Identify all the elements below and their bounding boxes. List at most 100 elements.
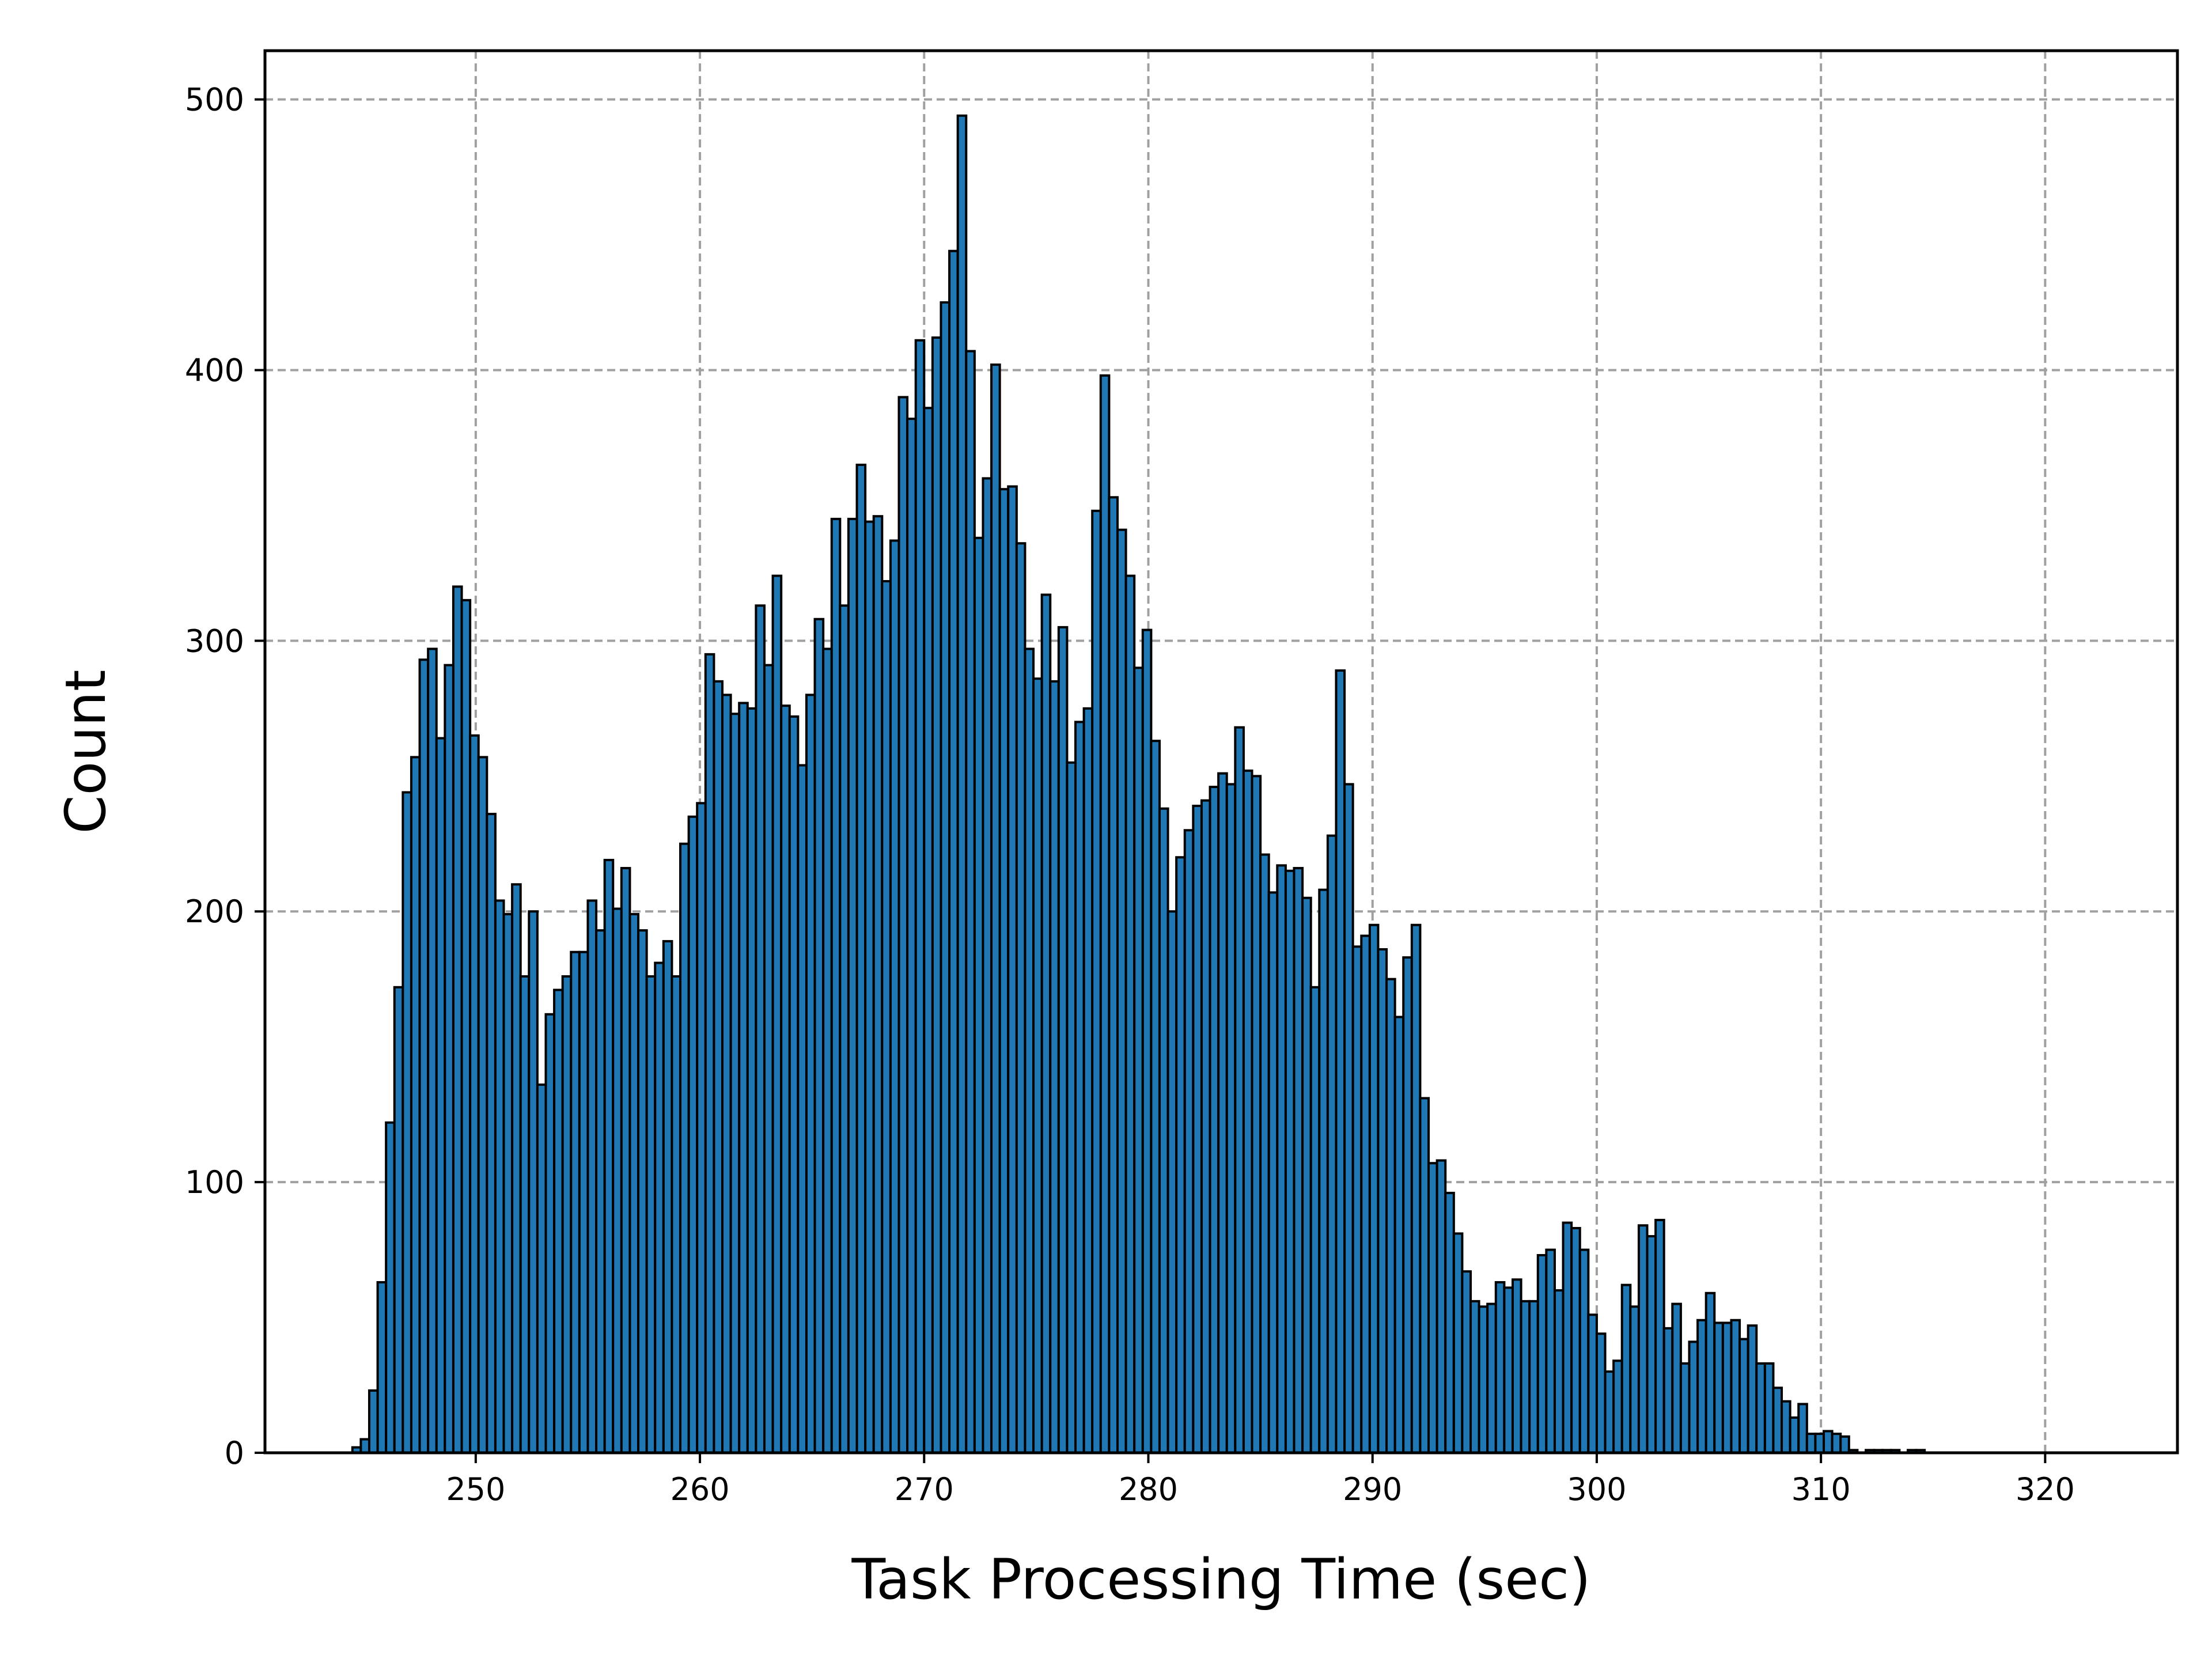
- histogram-bar: [1326, 834, 1338, 1454]
- histogram-bar: [477, 756, 488, 1454]
- histogram-bar: [763, 664, 774, 1454]
- histogram-bar: [940, 301, 951, 1454]
- histogram-bar: [553, 988, 564, 1454]
- histogram-bar: [1814, 1433, 1825, 1455]
- histogram-bar: [1688, 1340, 1699, 1454]
- histogram-bar: [595, 929, 606, 1454]
- histogram-bar: [704, 653, 715, 1454]
- histogram-bar: [897, 396, 909, 1454]
- histogram-bar: [1410, 923, 1422, 1454]
- histogram-bar: [1251, 775, 1262, 1454]
- histogram-bar: [1545, 1248, 1556, 1455]
- histogram-bar: [1747, 1324, 1758, 1455]
- histogram-bar: [1696, 1319, 1707, 1455]
- histogram-bar: [1435, 1159, 1447, 1455]
- y-tick-label: 500: [185, 82, 244, 118]
- histogram-bar: [1066, 761, 1077, 1454]
- histogram-bar: [1158, 807, 1169, 1454]
- histogram-bar: [1402, 956, 1413, 1454]
- histogram-bar: [721, 694, 732, 1454]
- x-tick-label: 260: [671, 1471, 730, 1508]
- histogram-bar: [1671, 1302, 1682, 1454]
- histogram-bar: [460, 599, 472, 1454]
- histogram-bar: [402, 791, 412, 1454]
- y-tick-label: 0: [225, 1435, 244, 1471]
- histogram-bar: [410, 756, 421, 1454]
- histogram-bar: [376, 1281, 388, 1454]
- histogram-bar: [990, 363, 1001, 1454]
- histogram-bar: [738, 702, 749, 1454]
- histogram-bar: [1789, 1416, 1800, 1454]
- histogram-bar: [1730, 1319, 1741, 1455]
- histogram-bar: [561, 975, 573, 1455]
- histogram-bar: [671, 975, 682, 1455]
- histogram-bar: [494, 899, 505, 1454]
- histogram-bar: [906, 418, 917, 1454]
- histogram-bar: [1234, 726, 1245, 1454]
- x-tick-label: 320: [2016, 1471, 2075, 1508]
- histogram-bar: [780, 704, 791, 1454]
- histogram-bar: [1797, 1403, 1808, 1455]
- histogram-bar: [864, 520, 875, 1454]
- histogram-bar: [1427, 1162, 1438, 1455]
- x-tick-label: 270: [895, 1471, 954, 1508]
- histogram-bar: [729, 713, 741, 1454]
- histogram-bar: [1200, 799, 1211, 1454]
- histogram-bar: [1595, 1332, 1607, 1455]
- histogram-bar: [1217, 772, 1228, 1454]
- histogram-bar: [956, 114, 968, 1454]
- histogram-bar: [1461, 1270, 1472, 1454]
- histogram-bars: [351, 114, 1926, 1455]
- histogram-bar: [620, 867, 631, 1454]
- histogram-bar: [502, 912, 514, 1455]
- histogram-bar: [1284, 869, 1296, 1454]
- histogram-bar: [1116, 528, 1127, 1455]
- histogram-bar: [1713, 1321, 1724, 1454]
- histogram-bar: [1368, 923, 1380, 1454]
- histogram-bar: [1040, 593, 1052, 1454]
- histogram-bar: [1419, 1097, 1430, 1455]
- histogram-bar: [486, 813, 497, 1454]
- histogram-bar: [1032, 677, 1043, 1454]
- histogram-bar: [1183, 829, 1195, 1454]
- histogram-bar: [1679, 1362, 1691, 1455]
- histogram-bar: [1511, 1278, 1522, 1455]
- histogram-bar: [1738, 1338, 1749, 1455]
- histogram-bar: [1024, 647, 1035, 1454]
- histogram-bar: [645, 975, 657, 1455]
- histogram-bar: [1133, 666, 1144, 1454]
- x-axis-ticks: 250 260 270 280 290 300 310 320: [446, 1453, 2075, 1508]
- histogram-bar: [1486, 1302, 1497, 1454]
- histogram-bar: [1755, 1362, 1766, 1455]
- histogram-bar: [1259, 853, 1270, 1454]
- histogram-bar: [982, 477, 993, 1454]
- histogram-bar: [1343, 783, 1354, 1454]
- histogram-bar: [578, 950, 589, 1454]
- histogram-bar: [1553, 1289, 1565, 1455]
- histogram-bar: [788, 715, 800, 1454]
- histogram-bar: [881, 579, 892, 1454]
- histogram-bar: [965, 350, 976, 1454]
- histogram-bar: [1637, 1224, 1649, 1455]
- histogram-bar: [637, 929, 648, 1454]
- histogram-bar: [1108, 496, 1119, 1455]
- histogram-bar: [1049, 680, 1060, 1454]
- histogram-bar: [1620, 1283, 1632, 1455]
- histogram-bar: [519, 975, 531, 1455]
- histogram-bar: [696, 802, 707, 1454]
- histogram-bar: [687, 815, 699, 1454]
- histogram-bar: [1823, 1430, 1834, 1454]
- histogram-bar: [1772, 1387, 1783, 1454]
- histogram-bar: [923, 407, 934, 1455]
- histogram-bar: [889, 539, 900, 1454]
- histogram-bar: [603, 858, 615, 1454]
- histogram-bar: [931, 336, 942, 1454]
- x-tick-label: 280: [1119, 1471, 1178, 1508]
- y-tick-label: 200: [185, 893, 244, 930]
- histogram-bar: [1536, 1253, 1548, 1455]
- histogram-bar: [612, 907, 623, 1454]
- histogram-bar: [948, 249, 959, 1454]
- histogram-bar: [1242, 769, 1253, 1454]
- histogram-bar: [1267, 891, 1279, 1454]
